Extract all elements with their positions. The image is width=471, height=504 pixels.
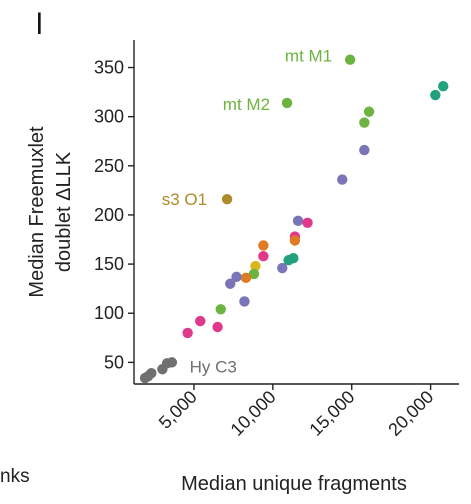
data-point [231,271,242,283]
data-point [438,80,449,92]
data-point [240,272,252,284]
data-point [344,54,356,65]
y-axis-title-line: doublet ΔLLK [53,151,75,272]
y-tick-label: 100 [94,303,124,323]
data-point [250,260,261,272]
panel-letter: l [36,8,43,41]
point-annotation: Hy C3 [190,357,237,376]
y-tick-label: 350 [94,58,124,78]
data-point [359,144,370,156]
data-point [363,106,375,117]
x-axis-title: Median unique fragments [181,473,407,495]
data-points [139,54,449,384]
y-tick-label: 150 [94,254,124,274]
data-point [283,254,294,266]
data-point [258,240,269,251]
y-axis-title-line: Median Freemuxlet [26,126,48,298]
data-point [195,315,206,327]
data-point [215,304,226,315]
data-point [292,215,304,227]
point-annotation: mt M2 [223,95,270,114]
data-point [157,364,168,375]
y-tick-label: 50 [104,352,124,372]
data-point [221,194,233,205]
data-point [139,372,151,384]
data-point [359,117,370,128]
data-point [239,296,250,307]
data-point [248,268,260,280]
x-tick-label: 10,000 [227,387,280,440]
data-point [212,321,223,333]
data-point [225,278,236,289]
y-tick-label: 200 [94,205,124,225]
data-point [258,251,269,262]
point-annotations: mt M1 mt M2 s3 O1 Hy C3 [162,47,332,377]
y-tick-label: 250 [94,156,124,176]
x-tick-label: 15,000 [305,387,358,440]
data-point [337,174,348,185]
data-point [281,97,293,109]
data-point [430,89,441,101]
data-point [289,235,301,246]
data-point [302,217,313,229]
point-annotation: mt M1 [285,47,332,66]
data-point [182,327,193,339]
clipped-left-caption: nks [0,466,30,487]
point-annotation: s3 O1 [162,190,207,209]
data-point [277,262,288,274]
y-axis-title: Median Freemuxlet doublet ΔLLK [26,126,75,298]
y-tick-label: 300 [94,107,124,127]
x-tick-label: 20,000 [384,387,437,440]
x-tick-label: 5,000 [155,387,201,433]
